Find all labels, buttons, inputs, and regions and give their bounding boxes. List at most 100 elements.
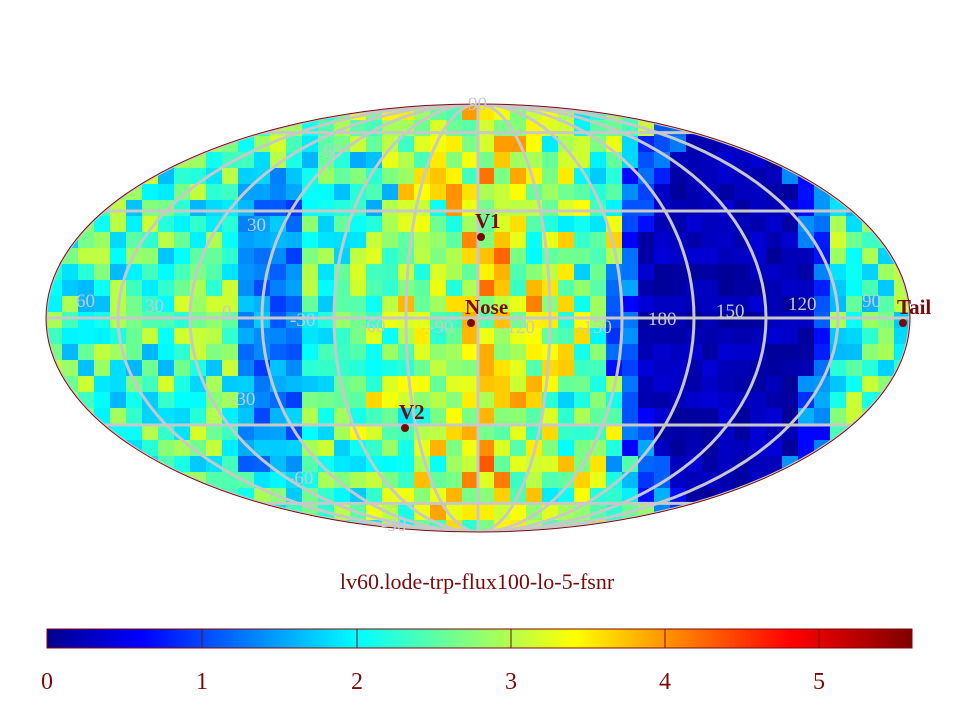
map-cell bbox=[526, 408, 543, 425]
map-cell bbox=[558, 360, 575, 377]
map-cell bbox=[638, 200, 655, 217]
map-cell bbox=[558, 328, 575, 345]
map-cell bbox=[334, 344, 351, 361]
map-cell bbox=[798, 408, 815, 425]
map-cell bbox=[782, 360, 799, 377]
map-cell bbox=[318, 296, 335, 313]
map-cell bbox=[350, 216, 367, 233]
map-cell bbox=[414, 344, 431, 361]
map-cell bbox=[366, 472, 383, 489]
map-cell bbox=[670, 360, 687, 377]
map-cell bbox=[846, 232, 863, 249]
map-cell bbox=[206, 216, 223, 233]
map-cell bbox=[590, 376, 607, 393]
map-cell bbox=[350, 456, 367, 473]
map-cell bbox=[702, 424, 719, 441]
map-cell bbox=[446, 216, 463, 233]
map-cell bbox=[510, 216, 527, 233]
map-cell bbox=[94, 264, 111, 281]
map-cell bbox=[446, 264, 463, 281]
map-cell bbox=[158, 216, 175, 233]
map-cell bbox=[350, 344, 367, 361]
map-cell bbox=[446, 248, 463, 265]
map-cell bbox=[254, 456, 271, 473]
map-cell bbox=[142, 200, 159, 217]
map-cell bbox=[62, 280, 79, 297]
map-cell bbox=[494, 152, 511, 169]
map-cell bbox=[862, 360, 879, 377]
map-cell bbox=[734, 312, 751, 329]
map-cell bbox=[430, 408, 447, 425]
marker-tail-dot bbox=[899, 319, 907, 327]
map-cell bbox=[878, 360, 895, 377]
map-cell bbox=[766, 360, 783, 377]
map-cell bbox=[382, 216, 399, 233]
map-cell bbox=[734, 232, 751, 249]
map-cell bbox=[606, 136, 623, 153]
map-cell bbox=[270, 360, 287, 377]
marker-tail: Tail bbox=[897, 295, 931, 327]
map-cell bbox=[446, 312, 463, 329]
map-cell bbox=[158, 360, 175, 377]
map-cell bbox=[622, 264, 639, 281]
map-cell bbox=[142, 280, 159, 297]
map-cell bbox=[302, 216, 319, 233]
map-cell bbox=[638, 232, 655, 249]
map-cell bbox=[718, 232, 735, 249]
map-cell bbox=[702, 296, 719, 313]
map-cell bbox=[94, 296, 111, 313]
map-cell bbox=[110, 360, 127, 377]
map-cell bbox=[238, 360, 255, 377]
map-cell bbox=[542, 216, 559, 233]
map-cell bbox=[494, 408, 511, 425]
map-cell bbox=[94, 232, 111, 249]
map-cell bbox=[158, 328, 175, 345]
map-cell bbox=[110, 184, 127, 201]
map-cell bbox=[414, 376, 431, 393]
map-cell bbox=[270, 296, 287, 313]
map-cell bbox=[94, 344, 111, 361]
map-cell bbox=[782, 264, 799, 281]
map-cell bbox=[510, 360, 527, 377]
map-cell bbox=[478, 312, 495, 329]
map-cell bbox=[494, 184, 511, 201]
map-cell bbox=[190, 456, 207, 473]
map-cell bbox=[254, 392, 271, 409]
map-cell bbox=[526, 232, 543, 249]
map-cell bbox=[766, 472, 783, 489]
map-cell bbox=[846, 392, 863, 409]
map-cell bbox=[846, 280, 863, 297]
map-cell bbox=[590, 136, 607, 153]
map-cell bbox=[830, 360, 847, 377]
map-cell bbox=[654, 216, 671, 233]
map-cell bbox=[462, 456, 479, 473]
map-cell bbox=[142, 296, 159, 313]
map-cell bbox=[478, 440, 495, 457]
map-cell bbox=[414, 296, 431, 313]
map-cell bbox=[526, 296, 543, 313]
map-cell bbox=[46, 248, 63, 265]
map-cell bbox=[558, 440, 575, 457]
map-cell bbox=[510, 440, 527, 457]
map-cell bbox=[126, 424, 143, 441]
map-cell bbox=[78, 376, 95, 393]
map-cell bbox=[798, 200, 815, 217]
map-cell bbox=[814, 424, 831, 441]
map-cell bbox=[878, 312, 895, 329]
map-cell bbox=[846, 264, 863, 281]
map-cell bbox=[814, 280, 831, 297]
map-cell bbox=[670, 440, 687, 457]
map-cell bbox=[238, 168, 255, 185]
map-cell bbox=[462, 440, 479, 457]
map-cell bbox=[526, 152, 543, 169]
map-cell bbox=[238, 424, 255, 441]
map-cell bbox=[190, 408, 207, 425]
map-cell bbox=[302, 296, 319, 313]
map-cell bbox=[350, 472, 367, 489]
map-cell bbox=[126, 280, 143, 297]
map-cell bbox=[446, 136, 463, 153]
map-cell bbox=[734, 168, 751, 185]
map-cell bbox=[590, 408, 607, 425]
map-cell bbox=[718, 376, 735, 393]
